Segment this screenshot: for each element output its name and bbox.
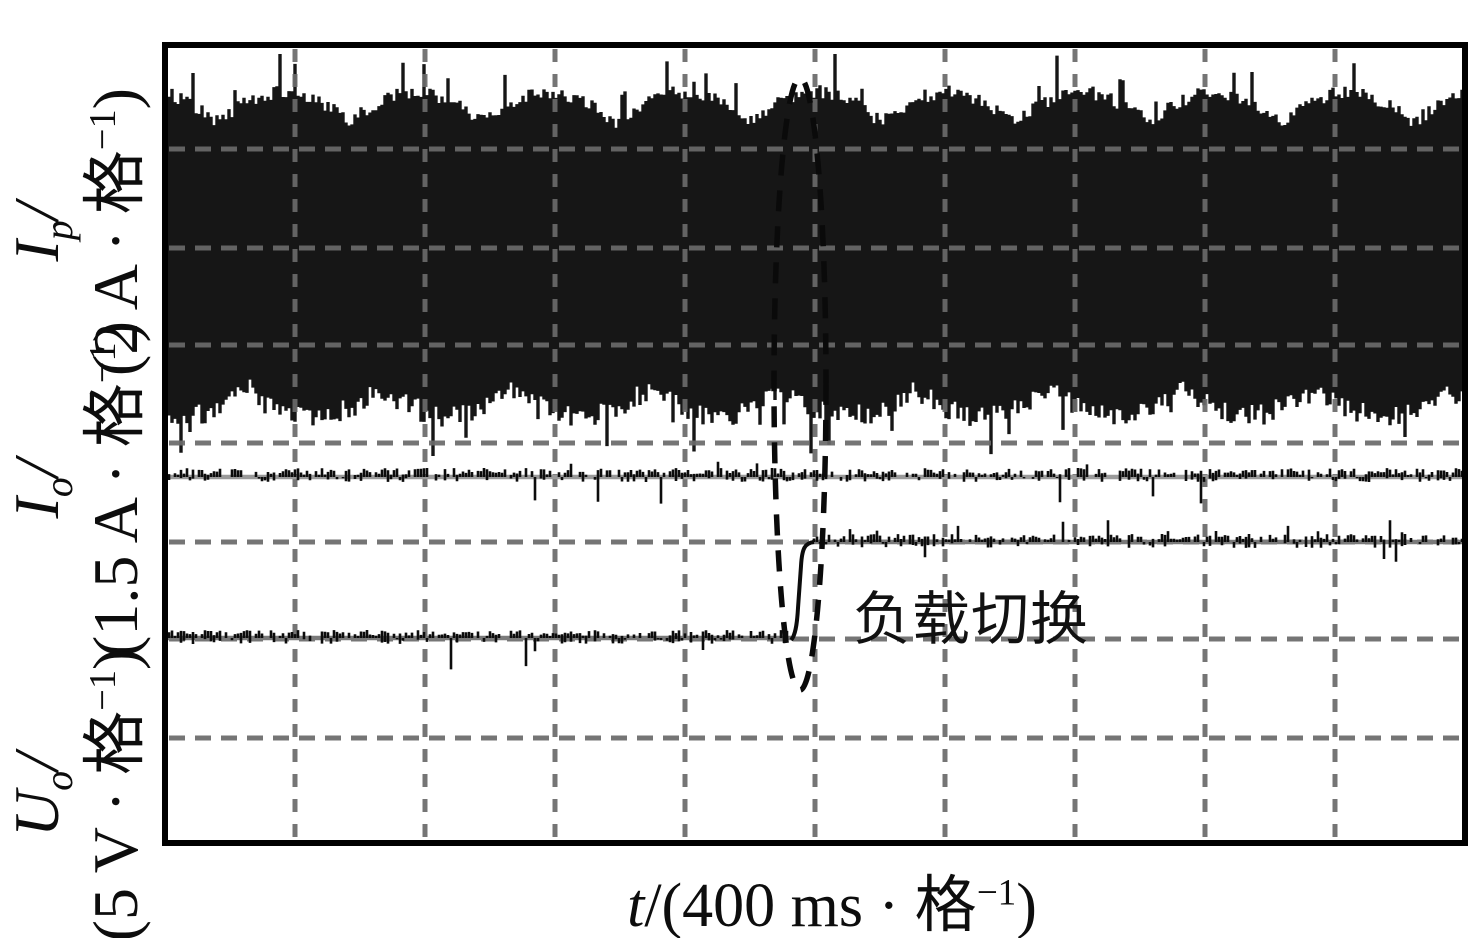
io-unit-line: (1.5 A · 格−1) — [79, 321, 151, 657]
io-symbol-line: Io/ — [1, 459, 81, 519]
x-axis-label: t/(400 ms · 格−1) — [627, 872, 1037, 938]
uo-symbol-line: Uo/ — [1, 753, 81, 837]
graticule-grid — [169, 49, 1461, 839]
load-switch-annotation: 负载切换 — [853, 587, 1090, 652]
uo-unit-line: (5 V · 格−1) — [79, 648, 151, 938]
load-switch-marker-ellipse — [771, 75, 829, 693]
uo-step-edge — [789, 540, 815, 642]
uo-trace-noise — [167, 520, 1464, 670]
y-axis-label-io: Io/ (1.5 A · 格−1) — [1, 321, 151, 657]
plot-border — [162, 42, 1468, 846]
y-axis-label-uo: Uo/ (5 V · 格−1) — [1, 648, 151, 938]
io-trace-noise — [167, 461, 1464, 504]
